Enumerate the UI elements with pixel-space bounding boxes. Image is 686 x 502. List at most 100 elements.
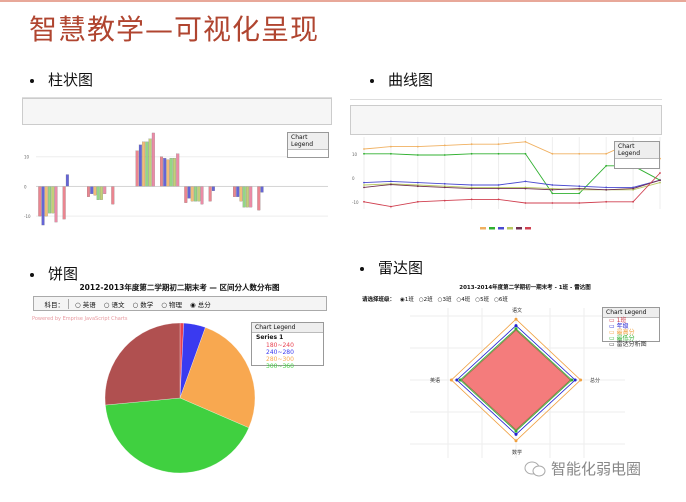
bar [38,186,42,217]
subject-radio[interactable]: ○ 物理 [161,300,182,309]
data-point [390,205,392,208]
pie-legend[interactable]: Chart Legend Series 1 180~240 240~280 280~… [251,322,324,370]
bar [184,186,188,203]
data-point [416,181,419,184]
y-tick-label: 0 [352,176,355,181]
class-radio[interactable]: ○3班 [437,297,452,303]
line-filter-bar[interactable] [350,105,662,135]
data-point [551,152,554,155]
data-point [390,183,392,186]
legend-swatch [498,227,504,230]
legend-series[interactable]: Series 1 [256,334,284,341]
radar-point [514,432,518,436]
line-legend[interactable]: Chart Legend [614,141,660,169]
legend-item[interactable]: ▭ 最高分 [609,329,635,336]
data-point [605,188,608,191]
legend-item[interactable]: 280~300 [266,356,294,363]
legend-item[interactable]: ▭ 最低分 [609,335,635,342]
class-radio[interactable]: ◉1班 [400,297,414,303]
subject-radio[interactable]: ○ 数学 [132,300,154,309]
bar [260,186,264,193]
data-point [497,198,500,201]
radar-point [514,439,518,443]
y-tick-label: -10 [352,200,359,205]
radar-chart-panel: 2013-2014年度第二学期初一期末考 - 1班 - 雷达图 请选择班级： ◉… [360,283,670,458]
bar [145,141,149,187]
data-point [416,185,419,188]
bar [99,186,103,200]
bar [197,186,201,202]
line-chart-panel: 10 0 -10 Chart Legend [350,99,662,233]
data-point [390,180,392,183]
series-line [363,141,661,159]
subject-radio[interactable]: ◉ 总分 [190,300,211,309]
legend-swatch [480,227,486,230]
bullet-icon [30,272,34,277]
pie-slice [104,322,181,406]
bar [169,158,173,187]
bar-legend[interactable]: Chart Legend [287,132,329,158]
legend-item[interactable]: 180~240 [266,342,294,349]
data-point [578,152,581,155]
bar-chart: 10 0 -10 [24,132,328,226]
data-point [497,187,500,190]
radar-point [514,324,518,328]
subject-radio[interactable]: ○ 语文 [103,300,125,309]
radar-legend[interactable]: Chart Legend ▭ 1班 ▭ 年级 ▭ 最高分 ▭ 最低分 ▭ 雷达分析图 [602,307,660,348]
data-point [497,152,500,155]
bar [111,186,115,205]
data-point [470,152,473,155]
bar [138,144,142,187]
legend-swatch [516,227,522,230]
data-point [605,186,608,189]
class-radio[interactable]: ○6班 [494,297,508,303]
section-line: 曲线图 [370,69,433,90]
legend-item[interactable]: ▭ 年级 [609,323,629,330]
axis-label: 英语 [430,377,440,384]
data-point [443,154,446,156]
bar [44,186,48,217]
y-tick-label: 10 [352,152,358,157]
bar [257,186,261,211]
radar-point [573,378,577,382]
data-point [470,143,473,146]
data-point [443,186,446,189]
subject-radio[interactable]: ○ 英语 [75,300,96,309]
data-point [416,154,419,156]
radar-title: 2013-2014年度第二学期初一期末考 - 1班 - 雷达图 [459,285,591,291]
class-radio[interactable]: ○5班 [475,297,490,303]
data-point [497,184,500,186]
radar-class-filter: 请选择班级： ◉1班 ○2班 ○3班 ○4班 ○5班 ○6班 [362,295,670,303]
data-point [578,187,581,190]
data-point [470,198,473,201]
data-point [578,202,581,204]
series-line [363,172,661,208]
pie-chart-panel: 2012-2013年度第二学期初二期末考 — 区间分人数分布图 科目： ○ 英语… [22,282,337,482]
bar [236,186,240,197]
axis-label: 总分 [590,377,600,384]
data-point [363,200,365,203]
legend-item[interactable]: ▭ 雷达分析图 [609,341,647,348]
legend-item[interactable]: 300~360 [266,363,294,370]
wechat-icon [524,461,546,476]
data-point [632,187,634,190]
chart-credit: Powered by Emprise JavaScript Charts [32,316,128,322]
bar [103,186,107,194]
data-point [524,187,527,190]
legend-item[interactable]: ▭ 1班 [609,317,627,324]
class-radio[interactable]: ○4班 [456,297,471,303]
series-line [364,153,661,194]
bar-filter-bar[interactable] [22,98,332,125]
bar [93,186,97,196]
data-point [497,143,500,146]
bar-chart-panel: 10 0 -10 Chart Legend [22,97,332,233]
legend-item[interactable]: 240~280 [266,349,294,356]
watermark: 智能化弱电圈 [524,458,641,479]
data-point [605,152,608,155]
bar [166,159,170,187]
bar [187,186,191,199]
bar [242,186,246,208]
data-point [659,181,661,184]
class-radio[interactable]: ○2班 [418,297,433,303]
bar [51,186,55,214]
